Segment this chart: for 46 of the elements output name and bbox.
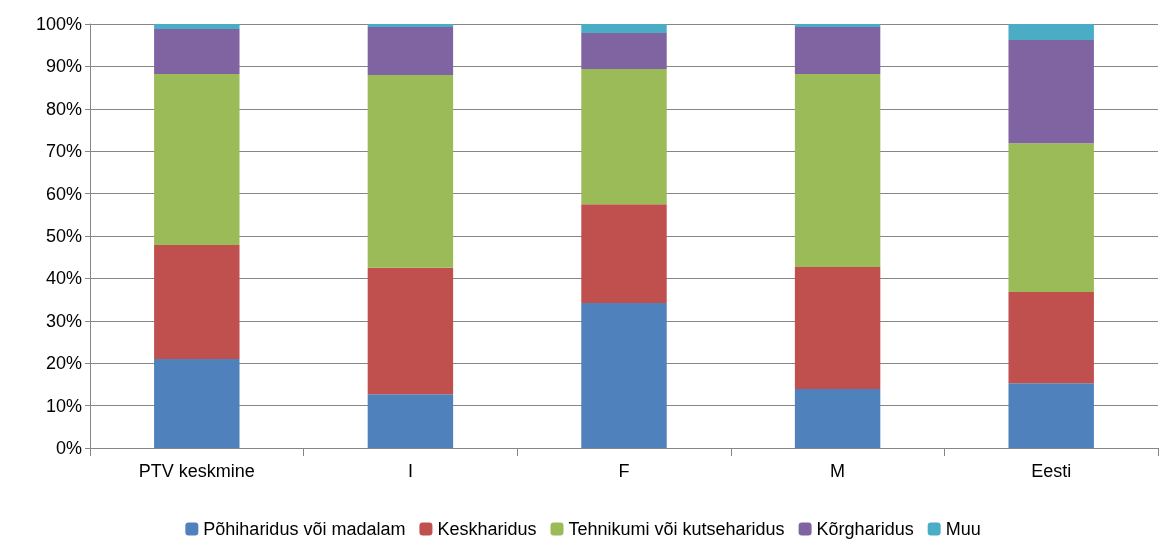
x-tick-label: F <box>618 461 630 481</box>
legend-label: Tehnikumi või kutseharidus <box>568 519 785 539</box>
bar <box>367 394 454 448</box>
x-tick-label: PTV keskmine <box>138 461 255 481</box>
x-tick-label: M <box>830 461 846 481</box>
y-tick-label: 50% <box>45 226 82 246</box>
y-tick-label: 0% <box>55 438 82 458</box>
y-tick-label: 40% <box>45 268 82 289</box>
bar <box>367 74 454 268</box>
bar <box>1008 24 1094 41</box>
y-tick-label: 10% <box>45 395 82 416</box>
bar <box>581 32 667 69</box>
bar <box>367 26 454 75</box>
bar <box>794 266 881 390</box>
y-tick-label: 20% <box>45 353 82 374</box>
bar <box>154 244 240 359</box>
bar <box>154 358 240 448</box>
y-tick-label: 70% <box>45 141 82 162</box>
bar <box>794 389 881 448</box>
y-tick-label: 80% <box>45 98 82 119</box>
bar <box>581 302 667 448</box>
bar <box>154 29 240 75</box>
y-tick-label: 100% <box>35 14 82 34</box>
legend-label: Muu <box>945 519 981 539</box>
bar <box>794 74 881 267</box>
bar <box>367 24 454 27</box>
legend-label: Keskharidus <box>437 519 537 539</box>
legend-label: Kõrgharidus <box>816 519 914 539</box>
y-tick-label: 60% <box>45 183 82 204</box>
bar <box>367 267 454 395</box>
x-tick-label: I <box>407 461 413 481</box>
bar <box>154 74 240 245</box>
bar <box>1008 143 1094 292</box>
bar <box>581 204 667 303</box>
bar <box>794 26 881 75</box>
x-tick-label: Eesti <box>1031 461 1072 481</box>
bar <box>1008 383 1094 448</box>
bar <box>154 24 240 30</box>
bar <box>581 68 667 205</box>
legend-label: Põhiharidus või madalam <box>203 519 406 539</box>
y-tick-label: 90% <box>45 56 82 77</box>
bar <box>794 24 881 27</box>
bar <box>1008 40 1094 144</box>
bar <box>1008 291 1094 384</box>
bar <box>581 24 667 33</box>
y-tick-label: 30% <box>45 310 82 331</box>
